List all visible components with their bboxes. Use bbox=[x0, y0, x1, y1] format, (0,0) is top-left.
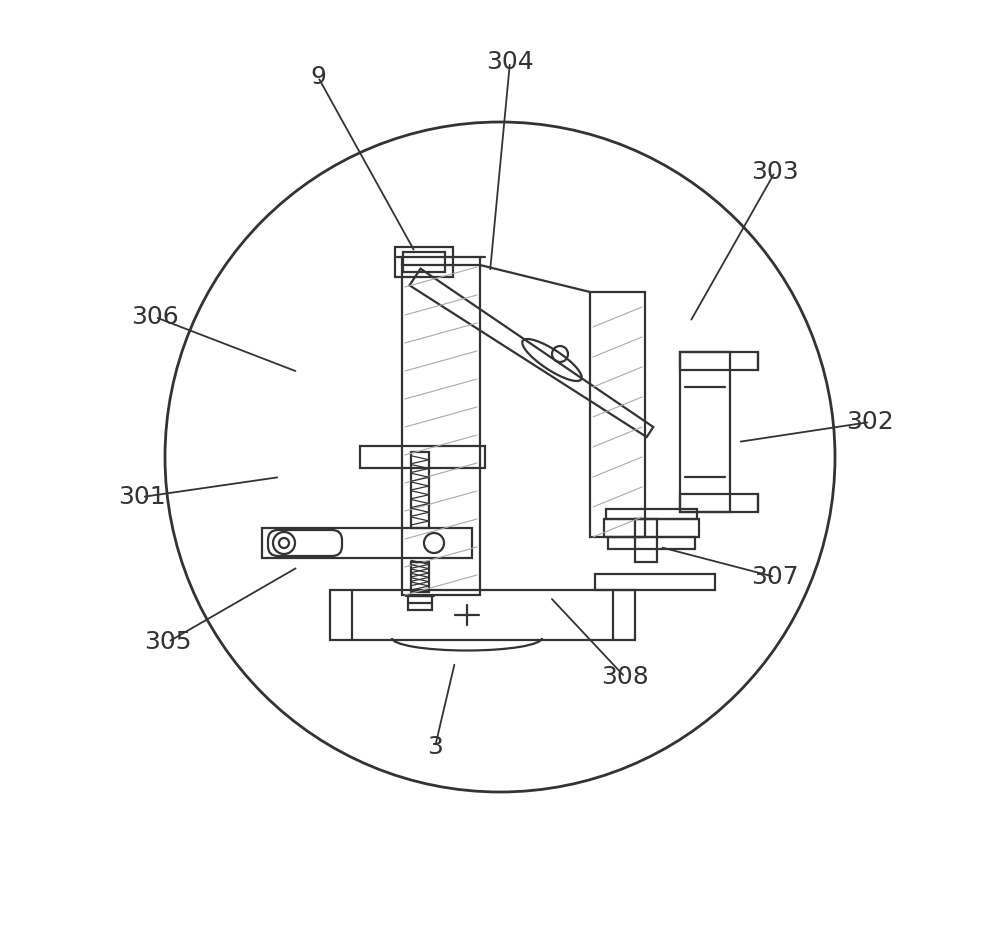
Bar bbox=[402, 265, 480, 595]
Text: 304: 304 bbox=[486, 50, 534, 74]
Bar bbox=[606, 509, 697, 519]
Text: 302: 302 bbox=[846, 410, 894, 434]
Bar bbox=[262, 528, 472, 558]
Bar bbox=[403, 252, 445, 272]
Text: 308: 308 bbox=[601, 665, 649, 689]
Text: 307: 307 bbox=[751, 565, 799, 589]
Bar bbox=[604, 519, 699, 537]
Bar bbox=[680, 494, 758, 512]
Text: 3: 3 bbox=[427, 735, 443, 759]
Text: 303: 303 bbox=[751, 160, 799, 184]
Bar bbox=[680, 352, 730, 512]
Bar bbox=[595, 574, 715, 590]
Bar bbox=[408, 596, 432, 610]
Bar bbox=[330, 590, 635, 640]
Bar bbox=[635, 519, 657, 562]
Bar bbox=[411, 562, 429, 592]
Bar bbox=[395, 247, 453, 277]
Bar bbox=[680, 352, 758, 370]
Bar bbox=[590, 292, 645, 537]
Text: 301: 301 bbox=[118, 485, 166, 509]
Text: 306: 306 bbox=[131, 305, 179, 329]
Bar bbox=[360, 446, 485, 468]
Text: 305: 305 bbox=[144, 630, 192, 654]
Bar bbox=[411, 452, 429, 528]
Text: 9: 9 bbox=[310, 65, 326, 89]
Bar bbox=[608, 537, 695, 549]
